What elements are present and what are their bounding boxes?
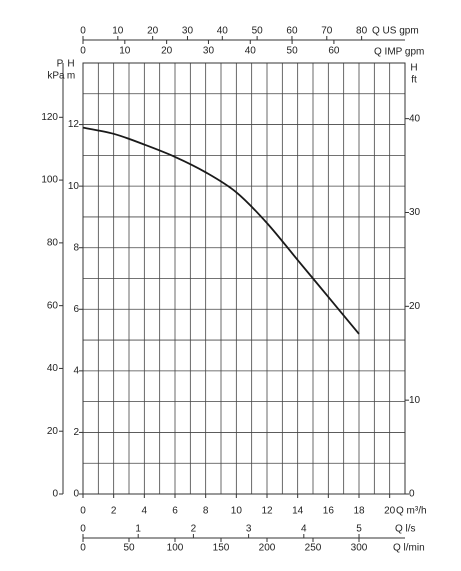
y-tick-label: 12 — [68, 119, 80, 130]
y-tick-label: 10 — [68, 181, 80, 192]
y-tick-label: 0 — [73, 489, 79, 500]
y-tick-label: 6 — [73, 304, 79, 315]
tick-label: 60 — [286, 26, 298, 37]
x-axis-label: Q m³/h — [396, 506, 427, 517]
tick-label: 3 — [246, 524, 252, 535]
plot-frame — [82, 62, 406, 495]
tick-label: 300 — [351, 543, 368, 554]
tick-label: 0 — [80, 543, 86, 554]
tick-label: 5 — [356, 524, 362, 535]
y-tick-label: 8 — [73, 242, 79, 253]
tick-label: 80 — [47, 238, 59, 249]
tick-label: 40 — [409, 113, 421, 124]
x-tick-label: 10 — [231, 506, 243, 517]
x-tick-label: 4 — [142, 506, 148, 517]
tick-label: 100 — [41, 175, 58, 186]
tick-label: 60 — [328, 46, 340, 57]
tick-label: 50 — [252, 26, 264, 37]
tick-label: 20 — [409, 301, 421, 312]
tick-label: 1 — [135, 524, 141, 535]
x-tick-label: 6 — [172, 506, 178, 517]
x-tick-label: 18 — [353, 506, 365, 517]
tick-label: 150 — [213, 543, 230, 554]
tick-label: 70 — [321, 26, 333, 37]
tick-label: 40 — [245, 46, 257, 57]
tick-label: 4 — [301, 524, 307, 535]
axis-label: Q l/min — [393, 543, 425, 554]
x-tick-label: 12 — [261, 506, 273, 517]
tick-label: 30 — [182, 26, 194, 37]
x-tick-label: 0 — [80, 506, 86, 517]
y-axis-label: m — [67, 71, 75, 82]
tick-label: 100 — [167, 543, 184, 554]
tick-label: 0 — [80, 524, 86, 535]
tick-label: 30 — [203, 46, 215, 57]
x-tick-label: 16 — [323, 506, 335, 517]
tick-label: 2 — [191, 524, 197, 535]
tick-label: 60 — [47, 300, 59, 311]
tick-label: 20 — [147, 26, 159, 37]
tick-label: 40 — [47, 363, 59, 374]
tick-label: 40 — [217, 26, 229, 37]
x-tick-label: 14 — [292, 506, 304, 517]
y-tick-label: 4 — [73, 365, 79, 376]
tick-label: 20 — [161, 46, 173, 57]
tick-label: 0 — [409, 489, 415, 500]
x-tick-label: 8 — [203, 506, 209, 517]
tick-label: 0 — [80, 46, 86, 57]
axis-label: ft — [411, 75, 417, 86]
x-tick-label: 20 — [384, 506, 396, 517]
pump-curve — [82, 126, 360, 335]
y-axis-label: H — [67, 59, 74, 70]
axis-label: P — [57, 59, 64, 70]
tick-label: 0 — [52, 489, 58, 500]
tick-label: 10 — [112, 26, 124, 37]
tick-label: 80 — [356, 26, 368, 37]
tick-label: 120 — [41, 112, 58, 123]
tick-label: 20 — [47, 426, 59, 437]
tick-label: 10 — [119, 46, 131, 57]
tick-label: 200 — [259, 543, 276, 554]
axis-label: kPa — [47, 71, 65, 82]
tick-label: 250 — [305, 543, 322, 554]
tick-label: 30 — [409, 207, 421, 218]
x-tick-label: 2 — [111, 506, 117, 517]
tick-label: 50 — [287, 46, 299, 57]
axis-label: Q l/s — [395, 524, 416, 535]
tick-label: 10 — [409, 395, 421, 406]
y-tick-label: 2 — [73, 427, 79, 438]
axis-label: Q IMP gpm — [374, 47, 424, 58]
axis-label: H — [410, 63, 417, 74]
axis-label: Q US gpm — [372, 26, 419, 37]
tick-label: 0 — [80, 26, 86, 37]
tick-label: 50 — [123, 543, 135, 554]
